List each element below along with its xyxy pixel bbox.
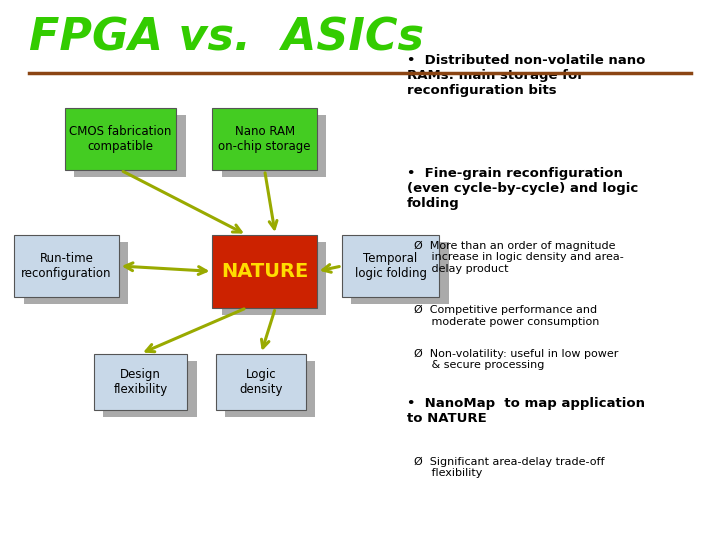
FancyBboxPatch shape (212, 108, 317, 170)
Text: Ø  Significant area-delay trade-off
     flexibility: Ø Significant area-delay trade-off flexi… (414, 456, 605, 478)
Text: •  Distributed non-volatile nano
RAMs: main storage for
reconfiguration bits: • Distributed non-volatile nano RAMs: ma… (407, 54, 645, 97)
FancyBboxPatch shape (225, 361, 315, 417)
FancyBboxPatch shape (74, 115, 186, 177)
FancyBboxPatch shape (212, 235, 317, 308)
Text: Run-time
reconfiguration: Run-time reconfiguration (22, 252, 112, 280)
Text: Ø  More than an order of magnitude
     increase in logic density and area-
    : Ø More than an order of magnitude increa… (414, 240, 624, 274)
FancyBboxPatch shape (216, 354, 306, 410)
Text: Ø  Non-volatility: useful in low power
     & secure processing: Ø Non-volatility: useful in low power & … (414, 348, 618, 370)
FancyBboxPatch shape (222, 242, 326, 315)
Text: Design
flexibility: Design flexibility (113, 368, 168, 396)
FancyBboxPatch shape (342, 235, 439, 297)
FancyBboxPatch shape (351, 242, 449, 304)
Text: Temporal
logic folding: Temporal logic folding (354, 252, 426, 280)
FancyBboxPatch shape (14, 235, 119, 297)
FancyBboxPatch shape (24, 242, 128, 304)
Text: NATURE: NATURE (221, 262, 308, 281)
Text: Nano RAM
on-chip storage: Nano RAM on-chip storage (218, 125, 311, 153)
FancyBboxPatch shape (103, 361, 197, 417)
Text: FPGA vs.  ASICs: FPGA vs. ASICs (29, 16, 424, 59)
FancyBboxPatch shape (222, 115, 326, 177)
FancyBboxPatch shape (65, 108, 176, 170)
Text: Ø  Competitive performance and
     moderate power consumption: Ø Competitive performance and moderate p… (414, 305, 599, 327)
Text: CMOS fabrication
compatible: CMOS fabrication compatible (69, 125, 172, 153)
Text: Logic
density: Logic density (239, 368, 283, 396)
FancyBboxPatch shape (94, 354, 187, 410)
Text: •  NanoMap  to map application
to NATURE: • NanoMap to map application to NATURE (407, 397, 645, 425)
Text: •  Fine-grain reconfiguration
(even cycle-by-cycle) and logic
folding: • Fine-grain reconfiguration (even cycle… (407, 167, 638, 211)
